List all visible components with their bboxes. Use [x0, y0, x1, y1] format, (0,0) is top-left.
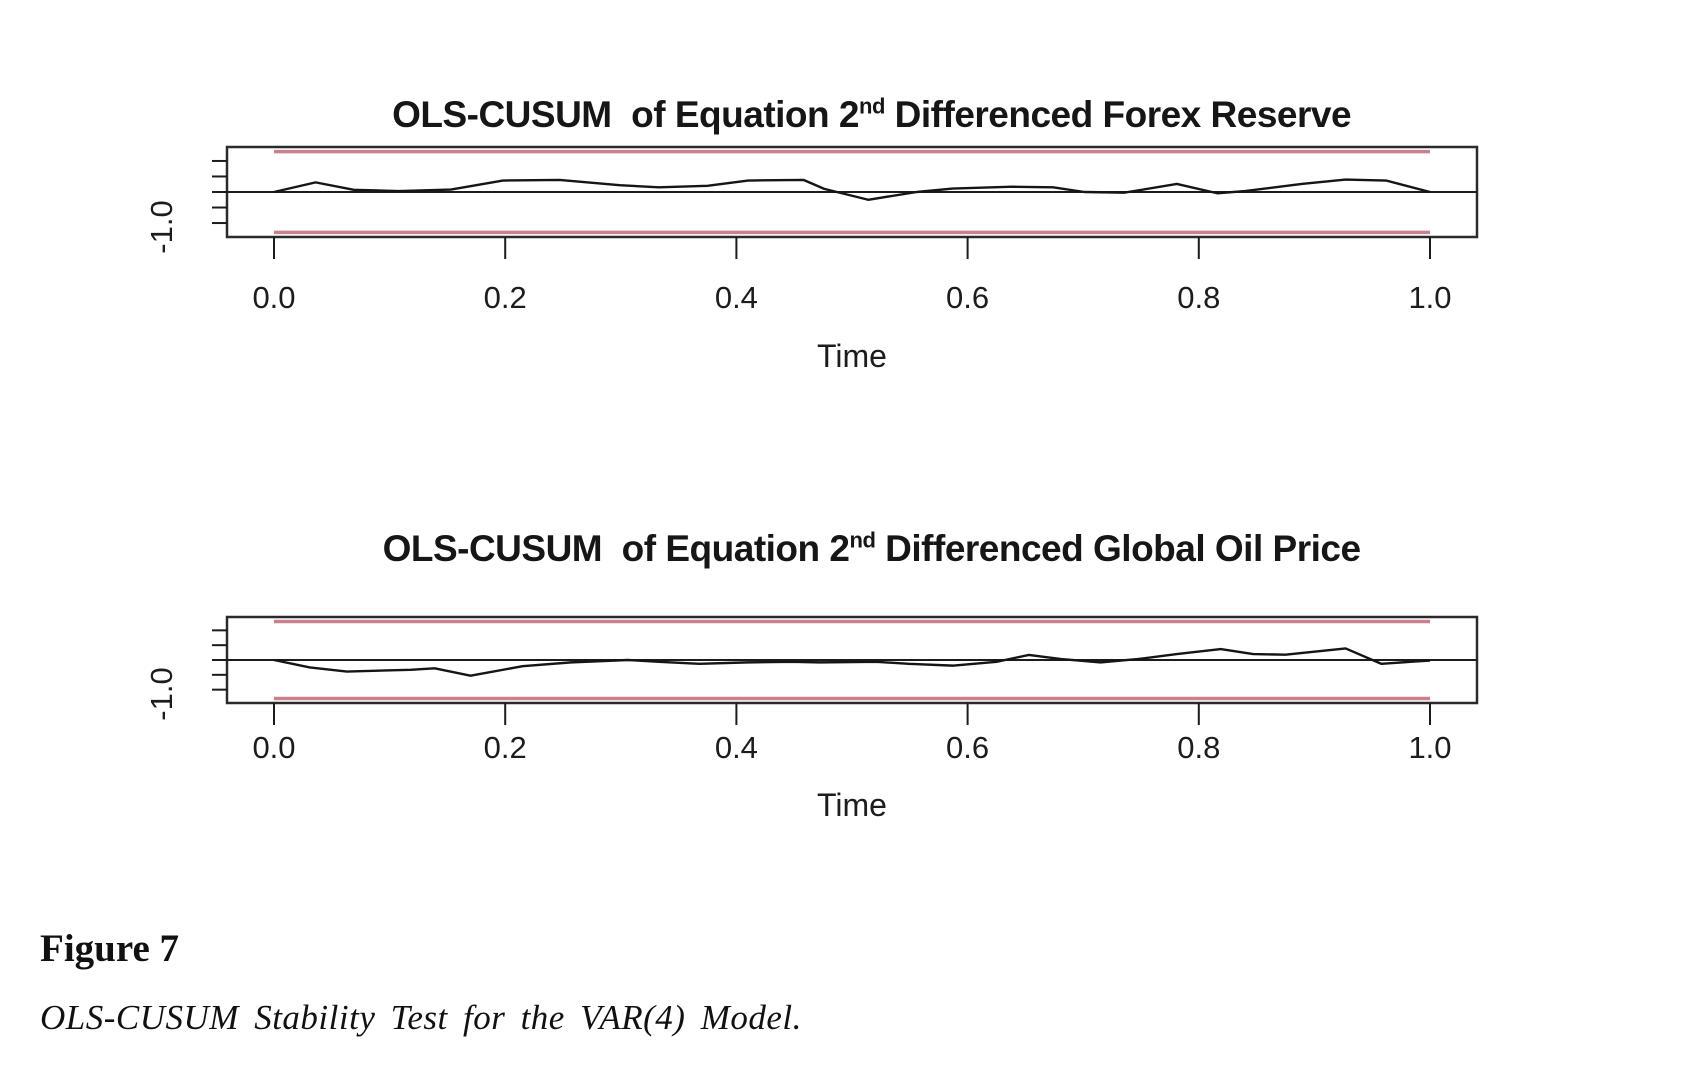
- chart2-title-rest: Differenced Global Oil Price: [875, 528, 1361, 569]
- x-tick-label: 0.8: [1177, 730, 1221, 765]
- y-tick-label: -1.0: [144, 666, 179, 721]
- chart1-title: OLS-CUSUM of Equation 2nd Differenced Fo…: [227, 52, 1477, 178]
- x-tick-label: 1.0: [1408, 730, 1452, 765]
- x-axis-title: Time: [817, 338, 887, 374]
- cusum-process-line: [273, 178, 1431, 201]
- x-tick-label: 0.2: [483, 730, 527, 765]
- x-tick-label: 0.8: [1177, 280, 1221, 315]
- chart2-title: OLS-CUSUM of Equation 2nd Differenced Gl…: [227, 486, 1477, 612]
- chart2-title-text: OLS-CUSUM of Equation 2: [382, 528, 850, 569]
- y-tick-label: -1.0: [144, 200, 179, 254]
- x-tick-label: 0.4: [714, 280, 758, 315]
- x-tick-label: 0.0: [252, 280, 296, 315]
- x-tick-label: 0.6: [946, 730, 990, 765]
- x-tick-label: 0.0: [252, 730, 296, 765]
- x-tick-label: 0.2: [483, 280, 527, 315]
- x-tick-label: 0.4: [714, 730, 758, 765]
- figure-label: Figure 7: [40, 927, 180, 970]
- x-axis-title: Time: [817, 787, 887, 823]
- chart1-title-text: OLS-CUSUM of Equation 2: [392, 94, 859, 135]
- chart2-title-superscript: nd: [849, 527, 876, 553]
- chart1-title-rest: Differenced Forex Reserve: [884, 94, 1352, 135]
- figure-caption: OLS-CUSUM Stability Test for the VAR(4) …: [40, 998, 802, 1037]
- cusum-process-line: [273, 647, 1431, 677]
- x-tick-label: 0.6: [946, 280, 990, 315]
- x-tick-label: 1.0: [1408, 280, 1452, 315]
- chart1-title-superscript: nd: [859, 93, 885, 119]
